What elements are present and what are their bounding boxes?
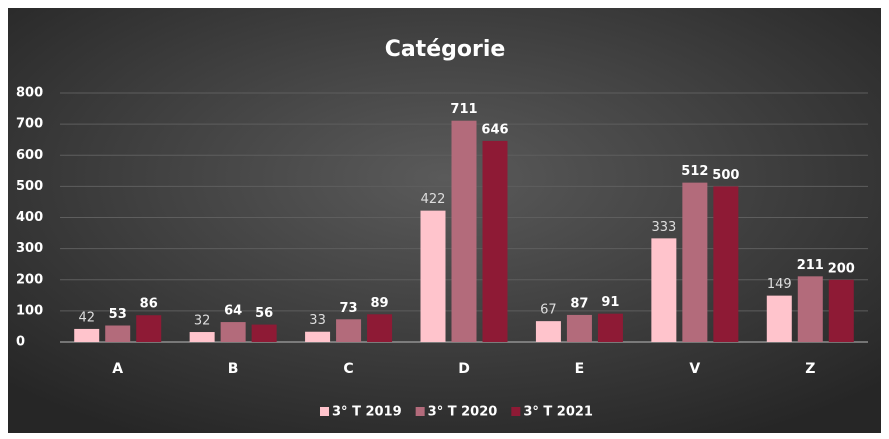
y-tick-label: 200 <box>16 272 43 287</box>
data-label: 42 <box>78 310 95 325</box>
data-label: 64 <box>224 304 242 319</box>
bar <box>251 324 277 342</box>
legend-swatch <box>415 407 425 416</box>
x-tick-label: B <box>228 361 239 377</box>
data-label: 646 <box>481 122 508 137</box>
data-label: 87 <box>570 296 588 311</box>
data-label: 711 <box>450 102 477 117</box>
x-tick-label: A <box>112 361 123 377</box>
bar <box>220 322 246 342</box>
x-tick-label: D <box>458 361 470 377</box>
bar <box>420 210 446 342</box>
bar <box>367 314 393 342</box>
bar <box>566 314 592 342</box>
data-label: 211 <box>797 258 824 273</box>
x-tick-label: V <box>689 361 700 377</box>
data-label: 67 <box>540 303 557 318</box>
y-tick-label: 0 <box>16 335 25 350</box>
bar <box>451 120 477 342</box>
legend-label: 3° T 2020 <box>428 405 498 420</box>
bar <box>189 332 215 342</box>
y-tick-label: 400 <box>16 210 43 225</box>
y-tick-label: 800 <box>16 86 43 101</box>
bar <box>797 276 823 342</box>
legend-swatch <box>320 407 329 416</box>
y-tick-label: 300 <box>16 241 43 256</box>
bar <box>682 182 708 342</box>
bar <box>766 295 792 342</box>
data-label: 500 <box>712 168 739 183</box>
data-label: 56 <box>255 306 273 321</box>
bar <box>651 238 677 342</box>
bar <box>336 319 362 342</box>
bar <box>305 331 331 342</box>
bar <box>482 140 508 342</box>
x-tick-label: C <box>343 361 353 377</box>
data-label: 32 <box>194 314 211 329</box>
y-tick-label: 100 <box>16 303 43 318</box>
legend-swatch <box>511 407 521 416</box>
data-label: 33 <box>309 313 326 328</box>
data-label: 149 <box>767 277 792 292</box>
bar <box>136 315 162 342</box>
bar <box>535 321 561 342</box>
chart-title: Catégorie <box>385 37 506 62</box>
data-label: 91 <box>601 295 619 310</box>
y-tick-label: 500 <box>16 179 43 194</box>
legend-label: 3° T 2021 <box>523 405 593 420</box>
y-tick-label: 700 <box>16 117 43 132</box>
data-label: 333 <box>651 220 676 235</box>
legend: 3° T 2019 3° T 2020 3° T 2021 <box>320 405 593 420</box>
data-label: 89 <box>371 296 389 311</box>
bar <box>74 328 100 342</box>
data-label: 200 <box>828 261 855 276</box>
bar <box>828 279 854 342</box>
bar <box>105 325 131 342</box>
x-tick-label: Z <box>805 361 815 377</box>
bar <box>713 186 739 342</box>
x-tick-label: E <box>575 361 585 377</box>
bar <box>597 313 623 342</box>
data-label: 422 <box>421 192 446 207</box>
data-label: 512 <box>681 164 708 179</box>
data-label: 86 <box>140 297 158 312</box>
y-tick-label: 600 <box>16 148 43 163</box>
legend-label: 3° T 2019 <box>332 405 402 420</box>
data-label: 73 <box>340 301 358 316</box>
data-label: 53 <box>109 307 127 322</box>
